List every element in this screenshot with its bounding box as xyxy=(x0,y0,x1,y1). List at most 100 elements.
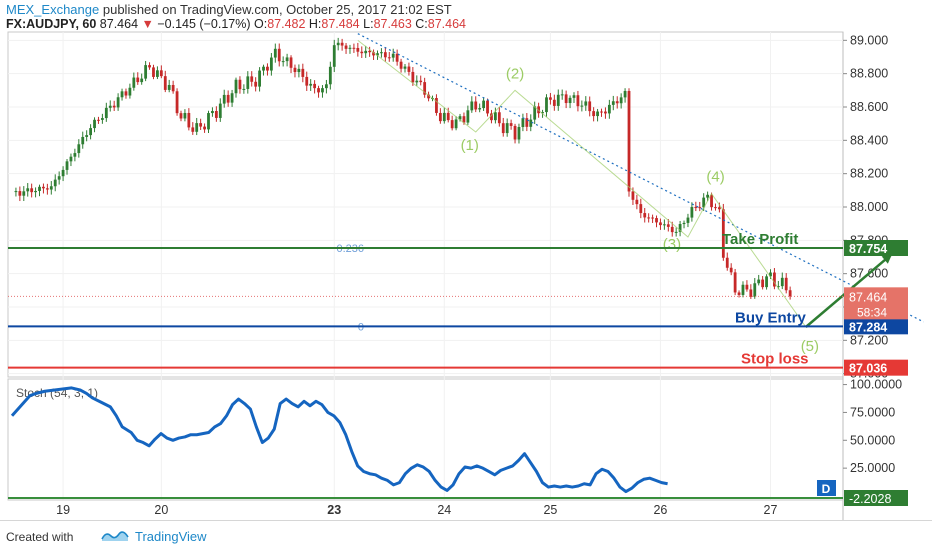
candle-body xyxy=(780,277,784,287)
high-value: 87.484 xyxy=(321,17,360,31)
candle-body xyxy=(262,66,265,71)
stoch-tick-label: 100.0000 xyxy=(850,378,902,392)
candle-body xyxy=(596,111,599,117)
candle-body xyxy=(372,52,375,56)
candle-body xyxy=(765,276,768,288)
candle-body xyxy=(108,105,112,108)
arrowhead-icon xyxy=(881,253,893,264)
time-tick-label: 25 xyxy=(543,503,557,517)
candle-body xyxy=(230,93,234,103)
candle-body xyxy=(521,118,525,128)
elliott-wave-label: (2) xyxy=(506,65,524,82)
candle-body xyxy=(694,207,698,209)
candle-body xyxy=(211,111,214,114)
candle-body xyxy=(552,99,556,106)
price-tick-label: 87.200 xyxy=(850,333,888,347)
candle-body xyxy=(120,91,124,98)
candle-body xyxy=(183,112,187,119)
candle-body xyxy=(584,101,588,106)
candle-body xyxy=(525,118,529,127)
candle-body xyxy=(214,111,218,118)
candle-body xyxy=(246,76,250,89)
candle-body xyxy=(670,226,674,233)
stoch-value-tag xyxy=(844,490,908,506)
candle-body xyxy=(199,123,203,127)
candle-body xyxy=(57,176,61,180)
buy-entry-label: Buy Entry xyxy=(735,309,807,326)
buy-entry-price-tag-text: 87.284 xyxy=(849,320,887,334)
candle-body xyxy=(77,144,81,154)
candle-body xyxy=(18,191,22,196)
footer: Created with TradingView xyxy=(0,520,932,551)
candle-body xyxy=(666,224,670,227)
candle-body xyxy=(124,91,128,96)
candle-body xyxy=(159,70,163,77)
candle-body xyxy=(42,186,45,189)
candle-body xyxy=(301,68,305,77)
candle-body xyxy=(399,61,403,69)
candle-body xyxy=(403,66,407,69)
candle-body xyxy=(659,222,662,226)
change-value: −0.145 (−0.17%) xyxy=(157,17,251,31)
price-tick-label: 88.400 xyxy=(850,133,888,147)
stoch-line[interactable] xyxy=(10,386,668,494)
candle-body xyxy=(112,105,116,108)
candle-body xyxy=(592,111,596,117)
candle-body xyxy=(497,112,501,124)
last-price-tag-text: 87.464 xyxy=(849,290,887,304)
candle-body xyxy=(242,88,246,90)
candle-body xyxy=(187,112,191,128)
candle-body xyxy=(364,50,368,54)
price-tick-label: 88.200 xyxy=(850,167,888,181)
candle-body xyxy=(435,98,438,113)
candle-body xyxy=(702,197,706,208)
candle-body xyxy=(588,101,592,112)
candle-body xyxy=(458,116,462,120)
symbol-label: FX:AUDJPY, 60 xyxy=(6,17,97,31)
low-label: L: xyxy=(363,17,374,31)
candle-body xyxy=(336,42,340,46)
candle-body xyxy=(218,103,222,118)
candle-body xyxy=(352,47,356,49)
d-badge[interactable] xyxy=(817,480,836,496)
candle-body xyxy=(419,80,423,83)
candle-body xyxy=(682,222,686,225)
candle-body xyxy=(132,77,136,88)
candle-body xyxy=(411,71,415,83)
candle-body xyxy=(686,217,690,223)
candle-body xyxy=(580,105,584,107)
candle-body xyxy=(321,88,324,93)
publisher-link[interactable]: MEX_Exchange xyxy=(6,2,100,17)
candle-body xyxy=(313,83,317,89)
candle-body xyxy=(631,191,635,200)
chart-header: MEX_Exchange published on TradingView.co… xyxy=(0,0,932,32)
price-tick-label: 88.000 xyxy=(850,200,888,214)
take-profit-price-tag xyxy=(844,240,908,256)
candle-body xyxy=(195,123,199,132)
elliott-wave-line xyxy=(357,39,807,328)
candle-body xyxy=(725,257,729,268)
bar-countdown-text: 58:34 xyxy=(857,305,887,319)
trendline[interactable] xyxy=(357,33,925,323)
candle-body xyxy=(207,113,210,130)
tradingview-brand[interactable]: TradingView xyxy=(135,529,207,544)
time-tick-label: 20 xyxy=(154,503,168,517)
candle-body xyxy=(737,292,741,295)
candle-body xyxy=(604,111,607,114)
candle-body xyxy=(662,224,666,226)
elliott-wave-label: (5) xyxy=(801,338,819,355)
candle-body xyxy=(136,77,140,83)
elliott-wave-label: (4) xyxy=(706,169,724,186)
candle-body xyxy=(148,65,151,68)
candle-body xyxy=(674,231,678,233)
candle-body xyxy=(505,123,509,134)
candle-body xyxy=(741,284,745,295)
tradingview-logo-icon[interactable] xyxy=(100,529,130,543)
candle-body xyxy=(718,207,721,210)
candle-body xyxy=(93,119,96,129)
candle-body xyxy=(100,118,104,120)
candle-body xyxy=(541,112,544,114)
candle-body xyxy=(470,101,474,111)
candle-body xyxy=(729,267,733,273)
